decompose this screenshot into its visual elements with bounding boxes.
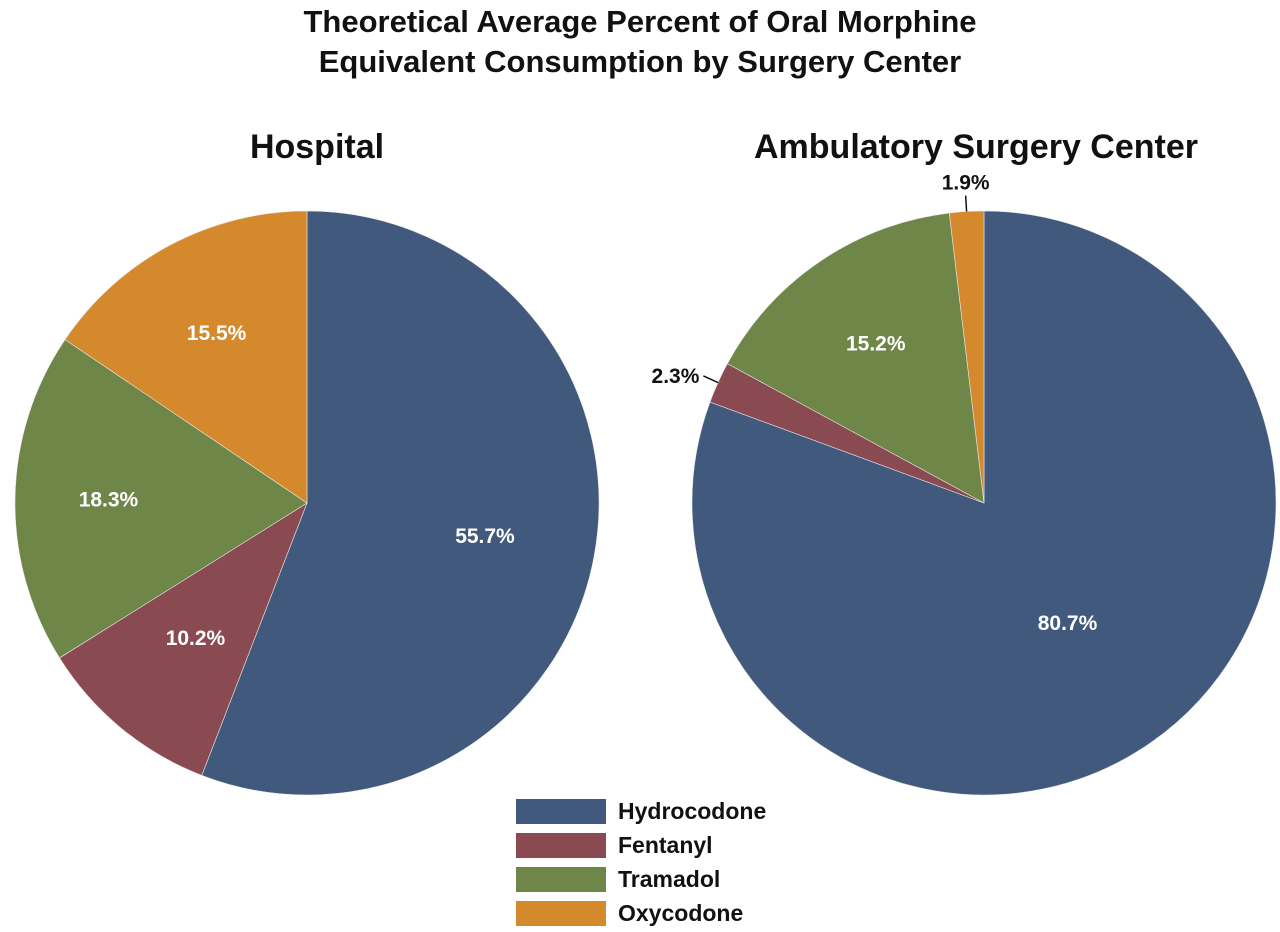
leader-line-ambulatory-surgery-center-fentanyl xyxy=(703,375,719,384)
legend-item-tramadol: Tramadol xyxy=(516,862,766,896)
legend-item-oxycodone: Oxycodone xyxy=(516,896,766,930)
pie-slice-hospital-hydrocodone xyxy=(201,210,600,796)
chart-title-line-1: Theoretical Average Percent of Oral Morp… xyxy=(303,4,977,39)
pie-slice-hospital-fentanyl xyxy=(59,502,308,776)
legend-label-tramadol: Tramadol xyxy=(618,865,721,892)
slice-label-hospital-oxycodone: 15.5% xyxy=(187,322,247,345)
slice-label-hospital-fentanyl: 10.2% xyxy=(166,627,226,650)
pie-slice-ambulatory-surgery-center-tramadol xyxy=(726,212,985,504)
legend-swatch-hydrocodone xyxy=(516,798,606,824)
pie-ambulatory-surgery-center: Ambulatory Surgery Center 80.7% 2.3% 15.2% 1… xyxy=(652,128,1277,796)
slice-label-ambulatory-surgery-center-hydrocodone: 80.7% xyxy=(1038,612,1098,635)
legend-label-fentanyl: Fentanyl xyxy=(618,831,713,858)
legend-label-hydrocodone: Hydrocodone xyxy=(618,797,767,824)
slice-label-hospital-hydrocodone: 55.7% xyxy=(455,525,515,548)
legend-swatch-fentanyl xyxy=(516,832,606,858)
legend-item-hydrocodone: Hydrocodone xyxy=(516,794,766,828)
leader-line-ambulatory-surgery-center-oxycodone xyxy=(964,195,968,212)
slice-label-ambulatory-surgery-center-tramadol: 15.2% xyxy=(846,333,906,356)
pie-slice-ambulatory-surgery-center-hydrocodone xyxy=(691,210,1277,796)
legend-label-oxycodone: Oxycodone xyxy=(618,899,744,926)
pie-title-hospital: Hospital xyxy=(250,128,384,166)
chart-title-line-2: Equivalent Consumption by Surgery Center xyxy=(318,44,962,79)
chart-title: Theoretical Average Percent of Oral Morp… xyxy=(0,2,1280,82)
legend: Hydrocodone Fentanyl Tramadol Oxycodone xyxy=(516,794,766,930)
pie-title-ambulatory-surgery-center: Ambulatory Surgery Center xyxy=(754,128,1198,166)
pie-slice-hospital-tramadol xyxy=(14,339,308,659)
slice-label-hospital-tramadol: 18.3% xyxy=(79,489,139,512)
pie-hospital: Hospital 55.7% 10.2% 18.3% 15.5% xyxy=(14,128,600,796)
legend-swatch-tramadol xyxy=(516,866,606,892)
legend-swatch-oxycodone xyxy=(516,900,606,926)
pie-slice-hospital-oxycodone xyxy=(64,210,308,504)
legend-item-fentanyl: Fentanyl xyxy=(516,828,766,862)
slice-label-ambulatory-surgery-center-fentanyl: 2.3% xyxy=(652,365,700,388)
slice-label-ambulatory-surgery-center-oxycodone: 1.9% xyxy=(942,172,990,195)
